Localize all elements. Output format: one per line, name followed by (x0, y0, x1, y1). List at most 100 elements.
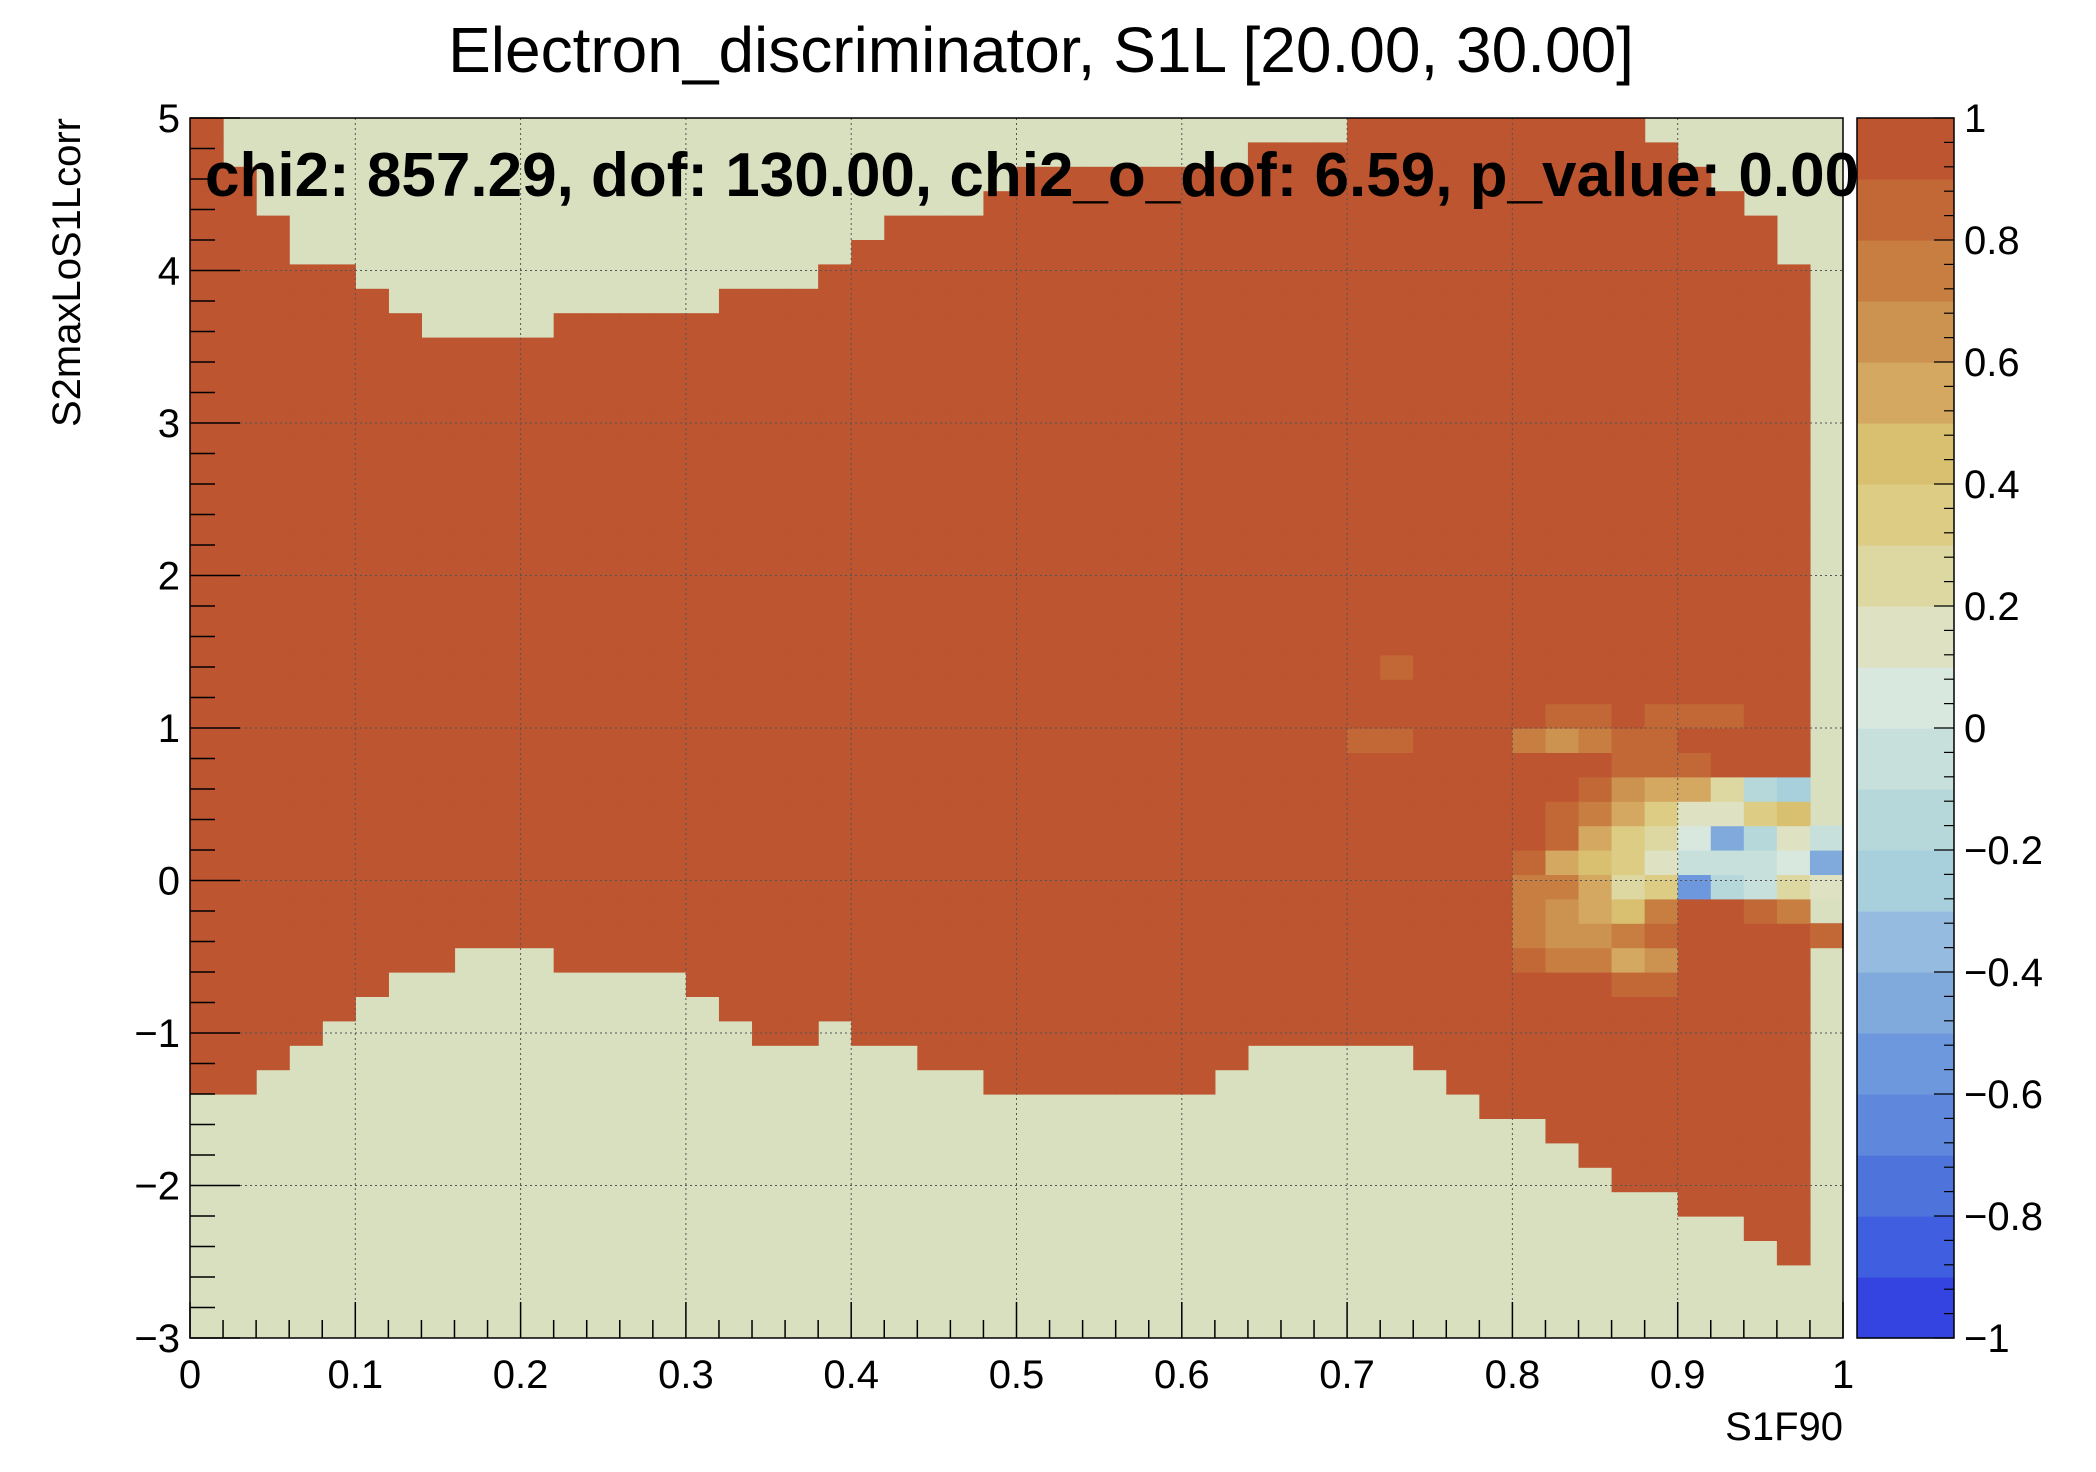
heatmap-cell (520, 923, 555, 949)
heatmap-cell (1016, 996, 1051, 1022)
heatmap-cell (785, 362, 819, 387)
heatmap-cell (289, 459, 323, 485)
heatmap-cell (950, 630, 985, 656)
heatmap-cell (1049, 606, 1084, 631)
heatmap-cell (1115, 362, 1150, 387)
heatmap-cell (818, 728, 852, 753)
heatmap-cell (1380, 825, 1414, 851)
heatmap-cell (1512, 435, 1547, 461)
heatmap-cell (718, 801, 753, 827)
heatmap-cell (1214, 972, 1249, 997)
heatmap-cell (1743, 1167, 1778, 1193)
heatmap-cell (1446, 996, 1480, 1022)
heatmap-cell (421, 508, 456, 534)
heatmap-cell (322, 264, 356, 290)
heatmap-cell (520, 362, 555, 387)
heatmap-cell (685, 337, 720, 363)
heatmap-cell (752, 484, 786, 509)
heatmap-cell (884, 508, 918, 534)
heatmap-cell (1082, 947, 1117, 973)
x-tick-label: 1 (1832, 1353, 1854, 1397)
heatmap-cell (553, 484, 588, 509)
heatmap-cell (1016, 874, 1051, 900)
heatmap-cell (1280, 776, 1315, 802)
heatmap-cell (1446, 1045, 1480, 1071)
heatmap-cell (1479, 728, 1513, 753)
colorbar-swatch (1857, 1094, 1954, 1156)
heatmap-cell (1644, 606, 1679, 631)
heatmap-cell (1181, 264, 1216, 290)
heatmap-cell (388, 923, 423, 949)
heatmap-cell (520, 825, 555, 851)
heatmap-cell (520, 898, 555, 924)
heatmap-cell (950, 435, 985, 461)
colorbar-swatch (1857, 118, 1954, 180)
heatmap-cell (1743, 386, 1778, 412)
heatmap-cell (1016, 166, 1051, 192)
heatmap-cell (1710, 386, 1745, 412)
heatmap-cell (1644, 630, 1679, 656)
heatmap-cell (685, 581, 720, 607)
heatmap-cell (685, 776, 720, 802)
heatmap-cell (718, 337, 753, 363)
heatmap-cell (1611, 947, 1646, 973)
heatmap-cell (586, 679, 621, 705)
heatmap-cell (752, 801, 786, 827)
y-tick-label: 3 (158, 402, 180, 446)
heatmap-cell (289, 264, 323, 290)
heatmap-cell (1148, 386, 1183, 412)
colorbar-swatch (1857, 972, 1954, 1034)
heatmap-cell (487, 362, 522, 387)
heatmap-cell (851, 386, 885, 412)
heatmap-cell (1380, 996, 1414, 1022)
heatmap-cell (685, 386, 720, 412)
heatmap-cell (752, 874, 786, 900)
heatmap-cell (190, 459, 224, 485)
heatmap-cell (917, 898, 951, 924)
heatmap-cell (718, 752, 753, 778)
heatmap-cell (1314, 240, 1348, 265)
heatmap-cell (223, 728, 257, 753)
heatmap-cell (1280, 435, 1315, 461)
heatmap-cell (718, 947, 753, 973)
heatmap-cell (1776, 435, 1811, 461)
heatmap-cell (818, 752, 852, 778)
heatmap-cell (322, 850, 356, 875)
heatmap-cell (553, 801, 588, 827)
heatmap-cell (1611, 337, 1646, 363)
heatmap-cell (685, 630, 720, 656)
heatmap-cell (1677, 850, 1712, 875)
heatmap-cell (1479, 606, 1513, 631)
heatmap-cell (1479, 898, 1513, 924)
heatmap-cell (1247, 166, 1282, 192)
heatmap-cell (1148, 606, 1183, 631)
heatmap-cell (752, 557, 786, 583)
heatmap-cell (1611, 532, 1646, 558)
heatmap-cell (1082, 752, 1117, 778)
heatmap-cell (586, 435, 621, 461)
heatmap-cell (1545, 825, 1580, 851)
heatmap-cell (884, 606, 918, 631)
heatmap-cell (1380, 557, 1414, 583)
heatmap-cell (1380, 459, 1414, 485)
heatmap-cell (1314, 264, 1348, 290)
heatmap-cell (983, 288, 1018, 314)
heatmap-cell (487, 703, 522, 729)
heatmap-cell (1280, 801, 1315, 827)
heatmap-cell (1578, 752, 1613, 778)
heatmap-cell (1082, 386, 1117, 412)
heatmap-cell (1611, 703, 1646, 729)
heatmap-cell (553, 947, 588, 973)
heatmap-cell (1710, 557, 1745, 583)
heatmap-cell (322, 923, 356, 949)
heatmap-cell (884, 752, 918, 778)
heatmap-cell (1446, 703, 1480, 729)
heatmap-cell (1578, 313, 1613, 339)
heatmap-cell (256, 459, 290, 485)
heatmap-cell (1710, 972, 1745, 997)
heatmap-cell (1413, 630, 1447, 656)
heatmap-cell (1380, 264, 1414, 290)
heatmap-cell (1479, 1045, 1513, 1071)
heatmap-cell (1214, 850, 1249, 875)
